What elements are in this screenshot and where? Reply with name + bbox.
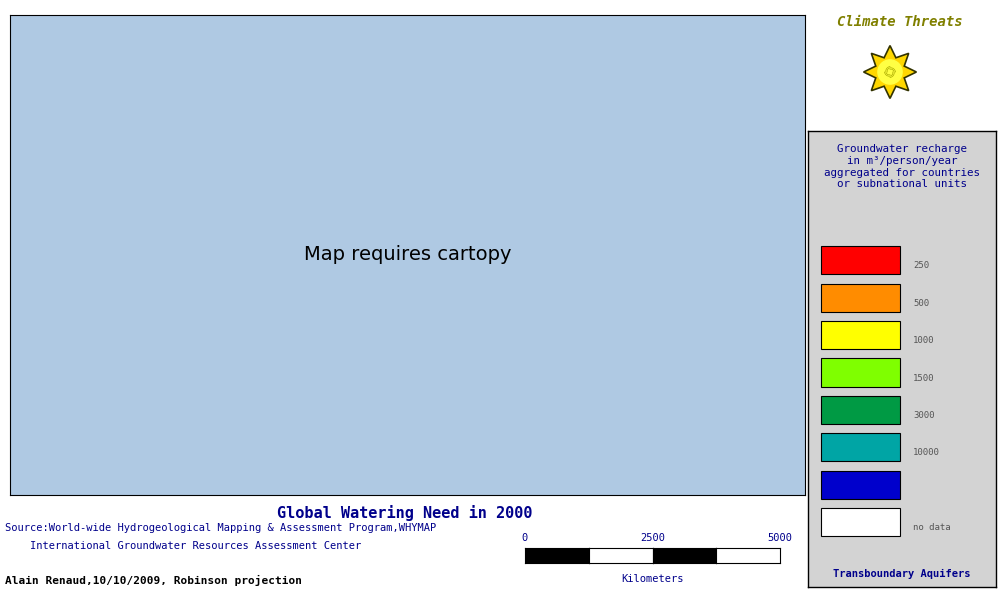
Text: Climate Threats: Climate Threats [837, 15, 963, 29]
Bar [821, 284, 900, 312]
Text: Kilometers: Kilometers [621, 574, 684, 584]
Bar [821, 246, 900, 274]
Text: International Groundwater Resources Assessment Center: International Groundwater Resources Asse… [5, 541, 361, 551]
Text: Transboundary Aquifers: Transboundary Aquifers [833, 569, 971, 579]
Text: 1500: 1500 [913, 374, 935, 383]
Text: no data: no data [913, 523, 951, 532]
Text: Global Watering Need in 2000: Global Watering Need in 2000 [277, 505, 533, 521]
Text: 250: 250 [913, 262, 929, 271]
Bar [821, 358, 900, 386]
Bar [821, 470, 900, 499]
Text: 0: 0 [522, 533, 528, 543]
Text: Groundwater recharge
in m³/person/year
aggregated for countries
or subnational u: Groundwater recharge in m³/person/year a… [824, 145, 980, 189]
Text: 1000: 1000 [913, 336, 935, 345]
Bar [821, 321, 900, 349]
Polygon shape [864, 46, 916, 98]
Text: 2500: 2500 [640, 533, 665, 543]
Text: Map requires cartopy: Map requires cartopy [304, 245, 511, 265]
Circle shape [878, 60, 902, 84]
Text: 500: 500 [913, 299, 929, 308]
Text: Source:World-wide Hydrogeological Mapping & Assessment Program,WHYMAP: Source:World-wide Hydrogeological Mappin… [5, 523, 436, 533]
Text: 10000: 10000 [913, 448, 940, 457]
Bar [821, 508, 900, 536]
Bar [842, 594, 932, 600]
Text: 3000: 3000 [913, 411, 935, 420]
Text: Alain Renaud,10/10/2009, Robinson projection: Alain Renaud,10/10/2009, Robinson projec… [5, 575, 302, 586]
Bar [821, 396, 900, 424]
Bar [821, 433, 900, 461]
Text: 5000: 5000 [768, 533, 792, 543]
